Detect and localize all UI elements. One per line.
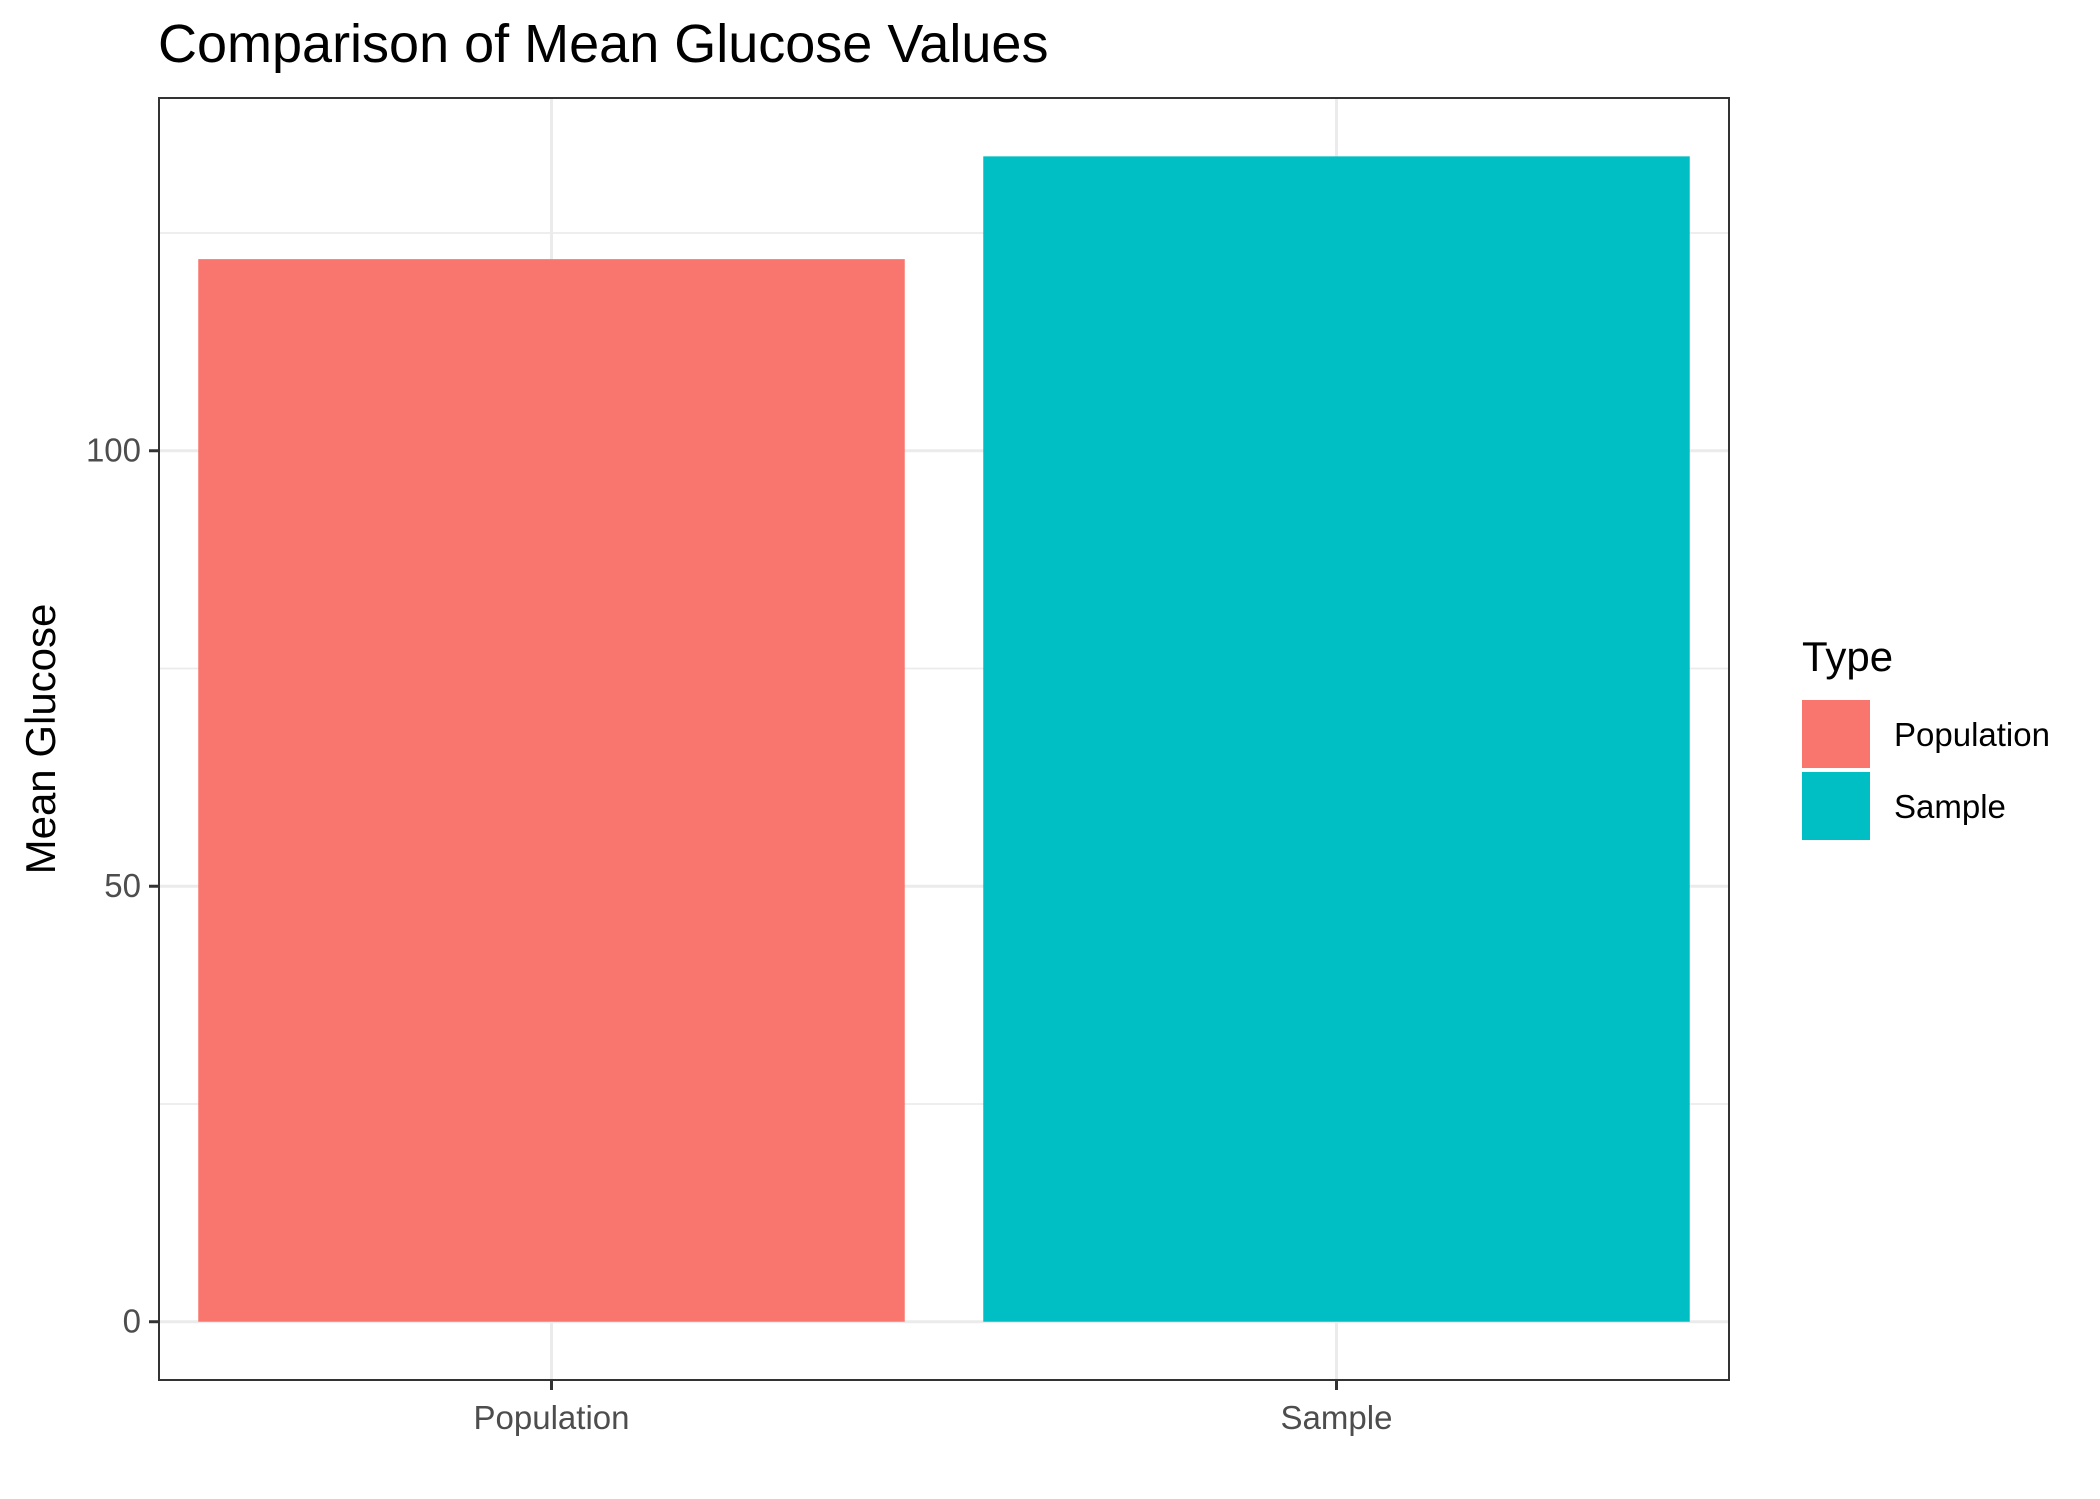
y-tick-label: 50: [104, 867, 141, 904]
legend-key-population: [1802, 700, 1870, 768]
x-tick-label: Sample: [1281, 1399, 1393, 1436]
legend-key-sample: [1802, 772, 1870, 840]
x-tick-label: Population: [474, 1399, 630, 1436]
panel-border: [158, 97, 1730, 1381]
y-tick-label: 0: [123, 1303, 141, 1340]
bars: [198, 156, 1690, 1322]
y-tick-label: 100: [86, 432, 141, 469]
legend-title: Type: [1802, 633, 1893, 680]
y-axis: 0 50 100: [86, 432, 159, 1340]
chart-title: Comparison of Mean Glucose Values: [158, 14, 1048, 74]
legend: Type Population Sample: [1802, 633, 2050, 840]
bar-population: [198, 259, 905, 1322]
legend-label: Sample: [1894, 788, 2006, 825]
plot-panel: [158, 97, 1730, 1381]
bar-sample: [983, 156, 1690, 1322]
x-axis: Population Sample: [474, 1380, 1393, 1436]
y-axis-title: Mean Glucose: [17, 604, 64, 875]
legend-items: Population Sample: [1802, 700, 2050, 840]
legend-label: Population: [1894, 716, 2050, 753]
